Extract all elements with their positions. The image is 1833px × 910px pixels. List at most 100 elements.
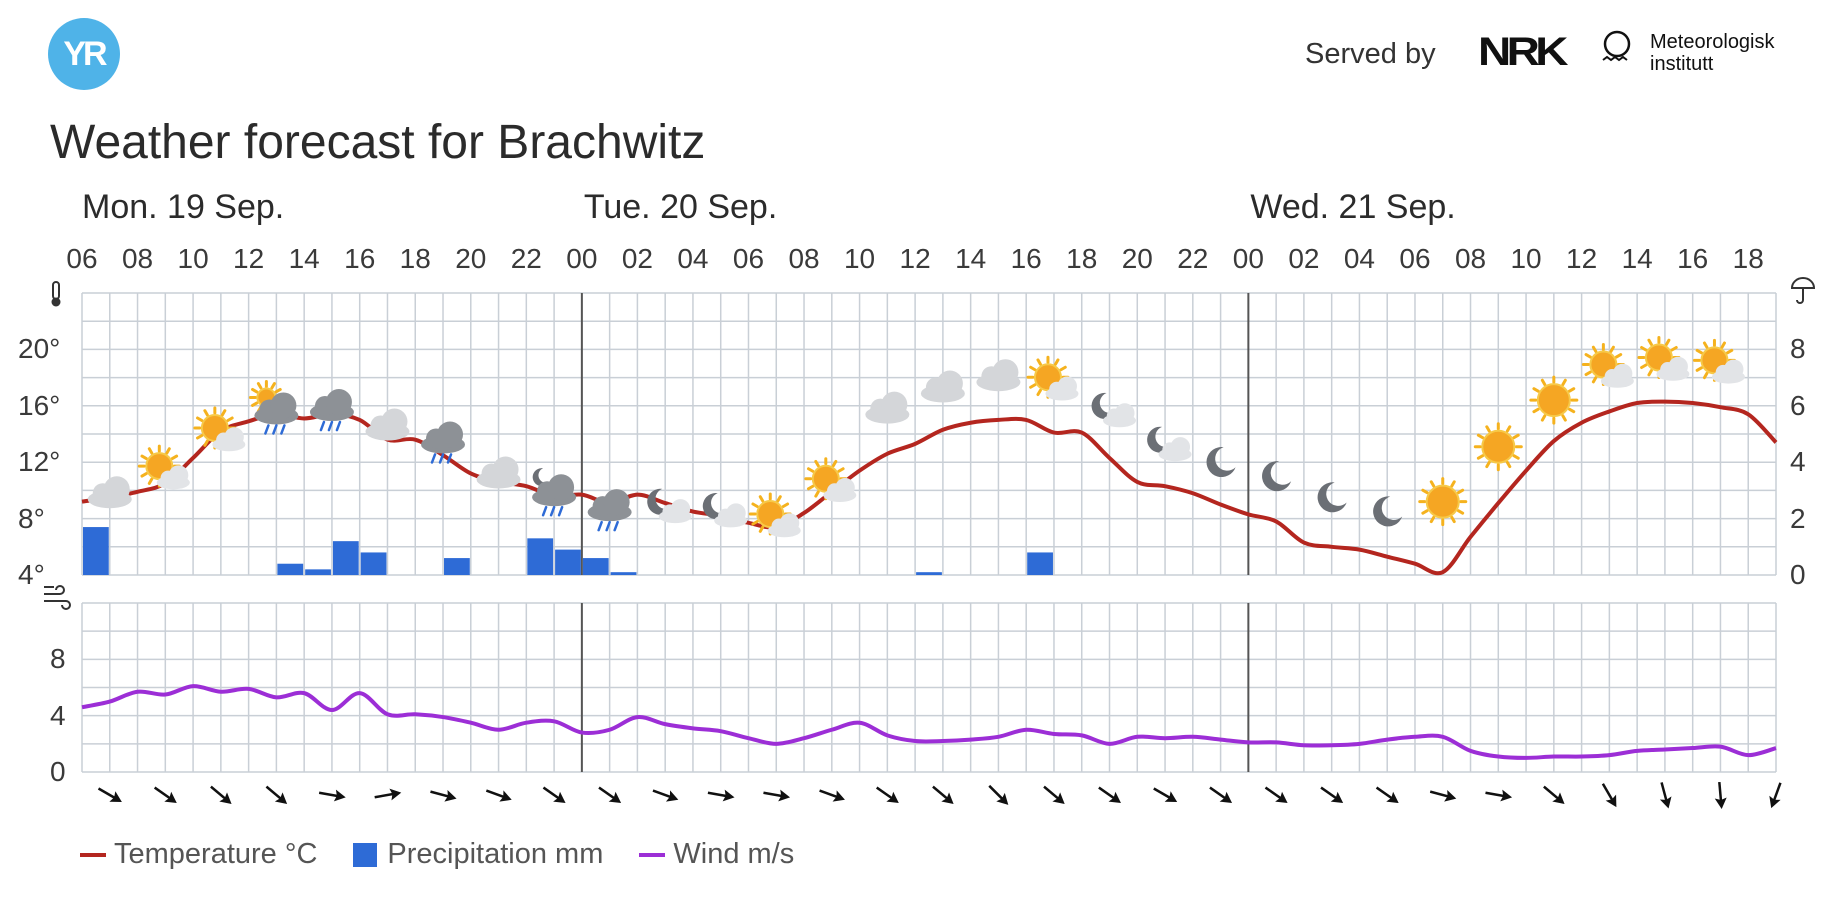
precipitation-bar [555, 549, 581, 575]
temperature-panel-grid [81, 292, 1777, 576]
cloud-part [726, 503, 746, 523]
cloud-part [270, 392, 297, 419]
hour-tick-label: 12 [899, 243, 931, 274]
sun-ray [758, 525, 765, 533]
sun-ray [1540, 414, 1547, 422]
rain-cloud-icon [421, 421, 466, 464]
hour-tick-label: 12 [233, 243, 265, 274]
sun-ray [1036, 388, 1042, 397]
sun-ray [831, 459, 838, 468]
cloud-icon [476, 456, 521, 489]
sun-ray [1532, 407, 1540, 414]
sun-ray [170, 454, 179, 461]
moon-icon [1262, 461, 1292, 492]
sun-ray [1429, 480, 1436, 488]
precipitation-tick-label: 0 [1790, 559, 1806, 590]
sun-ray [274, 387, 282, 394]
rain-drop [280, 424, 286, 435]
wind-arrow-head [1659, 796, 1672, 809]
umbrella-icon-handle [1796, 288, 1804, 304]
cloud-shape [254, 392, 299, 425]
rain-drop [272, 424, 278, 435]
wind-arrow-head [1714, 797, 1727, 809]
cloud-shape [658, 499, 692, 524]
rain-drop [549, 505, 556, 517]
wind-arrow-head [219, 792, 232, 804]
wind-arrow-head [1605, 794, 1617, 808]
nrk-logo[interactable]: NRK [1478, 30, 1568, 74]
wind-direction-arrow [1429, 789, 1457, 802]
moon-shape [1147, 426, 1173, 453]
sun-ray [1647, 338, 1653, 347]
wind-arrow-head [941, 792, 954, 804]
hour-tick-label: 06 [66, 243, 98, 274]
rain-drop [264, 424, 270, 435]
sun-shape [1529, 375, 1579, 425]
sun-ray [140, 454, 148, 461]
legend-temperature: Temperature °C [80, 838, 317, 871]
hour-tick-label: 18 [399, 243, 431, 274]
sun-ray [1429, 515, 1436, 524]
rain-drop [438, 453, 445, 464]
legend-precipitation-label: Precipitation mm [387, 838, 604, 870]
met-line-1: Meteorologisk [1650, 31, 1775, 53]
sun-ray [1532, 387, 1540, 393]
cloud-shape [714, 503, 748, 528]
wind-direction-arrow [1659, 782, 1672, 809]
sun-ray [226, 416, 234, 422]
wind-direction-arrow [988, 784, 1009, 805]
sun-icon [1473, 422, 1523, 472]
umbrella-icon [1790, 277, 1816, 304]
legend-wind-swatch [639, 852, 666, 857]
precipitation-bar [277, 563, 304, 575]
wind-arrow-head [109, 791, 122, 802]
wind-arrow-head [1386, 791, 1399, 804]
wind-arrow-head [778, 789, 791, 802]
day-label: Wed. 21 Sep. [1250, 188, 1456, 226]
sun-ray [1591, 345, 1598, 354]
sun-ray [140, 472, 148, 478]
cloud-part [381, 408, 408, 435]
sun-ray [1725, 348, 1734, 355]
precipitation-bar [444, 558, 470, 575]
wind-direction-arrow [430, 789, 457, 802]
wind-icon [44, 585, 71, 610]
wind-arrow-head [722, 789, 735, 802]
yr-logo[interactable]: YR [48, 18, 120, 90]
cloud-part [325, 389, 352, 416]
cloud-shape [1103, 403, 1137, 428]
precipitation-tick-label: 6 [1790, 389, 1806, 421]
sun-ray [1505, 425, 1512, 433]
thermometer-icon [51, 281, 61, 307]
sun-ray [1029, 383, 1037, 389]
hour-tick-label: 20 [1121, 243, 1153, 274]
wind-tick-label: 0 [50, 756, 66, 787]
cloud-shape [156, 465, 190, 490]
sun-ray [806, 484, 815, 491]
sun-shape [1473, 422, 1523, 472]
moon-shape [1206, 447, 1236, 478]
wind-direction-arrow [819, 789, 845, 802]
hour-tick-label: 18 [1732, 243, 1764, 274]
wind-direction-arrow [1375, 786, 1399, 804]
wind-direction-arrow [652, 789, 679, 802]
hour-tick-label: 08 [788, 243, 820, 274]
sun-ray [1561, 414, 1567, 422]
sun-shape [1418, 477, 1468, 527]
wind-direction-arrow [210, 785, 232, 804]
rain-moon-cloud-icon [532, 468, 577, 517]
thermometer-icon-bulb [51, 297, 61, 307]
cloud-part [1668, 356, 1688, 377]
hour-tick-label: 14 [955, 243, 987, 274]
cloud-part [670, 499, 691, 519]
met-institute-logo[interactable]: Meteorologisk institutt [1650, 31, 1775, 75]
cloud-part [1170, 437, 1191, 457]
cloud-shape [421, 421, 466, 454]
wind-tick-label: 8 [50, 643, 66, 675]
rain-drop [541, 505, 548, 517]
wind-arrow-head [499, 790, 512, 802]
umbrella-icon-canopy [1790, 277, 1816, 289]
sun-ray [1053, 358, 1060, 366]
sun-ray [1476, 433, 1485, 440]
cloud-part [779, 513, 800, 533]
